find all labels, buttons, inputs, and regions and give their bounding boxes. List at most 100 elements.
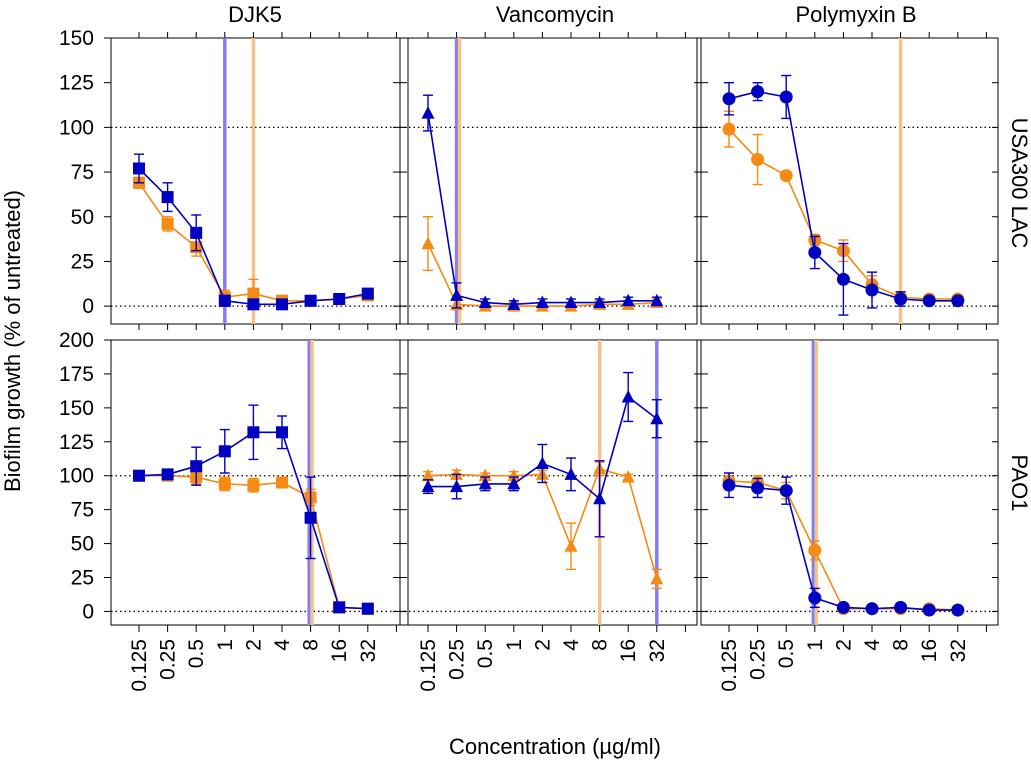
data-point-blue <box>507 297 521 310</box>
x-tick-label: 32 <box>357 639 380 662</box>
data-point-blue <box>133 162 145 175</box>
data-point-blue <box>190 460 203 473</box>
x-tick-label: 0.125 <box>718 639 741 692</box>
y-tick-label: 125 <box>59 431 94 454</box>
x-tick-label: 1 <box>804 639 827 651</box>
data-point-blue <box>779 484 793 498</box>
series-panel-djk5-usa300 <box>133 38 374 324</box>
data-point-orange <box>779 169 793 183</box>
data-point-orange <box>247 479 260 492</box>
column-title-djk5: DJK5 <box>228 2 282 27</box>
data-point-blue <box>865 602 879 616</box>
series-blue <box>722 74 965 316</box>
x-tick-label: 1 <box>503 639 526 651</box>
x-tick-label: 4 <box>560 639 583 651</box>
data-point-orange <box>450 467 464 480</box>
data-point-blue <box>333 601 346 614</box>
series-panel-polymyxin-b-pao1 <box>722 340 965 625</box>
panel-frame <box>399 37 698 325</box>
series-blue <box>421 371 664 538</box>
series-blue <box>133 404 374 615</box>
data-point-blue <box>779 90 793 104</box>
data-point-blue <box>650 411 664 425</box>
data-point-blue <box>621 293 635 307</box>
data-point-blue <box>333 292 346 305</box>
y-tick-label: 50 <box>71 206 94 229</box>
data-point-blue <box>922 603 936 617</box>
data-point-orange <box>507 468 521 482</box>
x-tick-label: 2 <box>242 639 265 651</box>
data-point-blue <box>276 426 288 439</box>
plot-layer: 0 25 50 75 100 125 150 0 25 50 75 100 125 150 175 200 0.… <box>59 27 999 692</box>
series-panel-vancomycin-usa300 <box>421 38 664 324</box>
data-point-blue <box>836 600 850 614</box>
data-point-blue <box>865 283 879 297</box>
x-tick-label: 16 <box>617 639 640 662</box>
row-title-usa300-lac: USA300 LAC <box>1007 118 1031 249</box>
data-point-orange <box>218 477 231 490</box>
data-point-blue <box>621 390 635 403</box>
data-point-blue <box>593 491 607 505</box>
data-point-blue <box>650 293 664 307</box>
x-tick-label: 8 <box>300 639 323 651</box>
data-point-blue <box>951 603 965 617</box>
x-tick-label: 0.25 <box>157 639 180 680</box>
data-point-orange <box>478 468 492 482</box>
data-point-orange <box>621 470 635 483</box>
y-tick-label: 25 <box>71 250 94 273</box>
data-point-blue <box>922 294 936 308</box>
y-tick-label: 100 <box>59 116 94 139</box>
panel-frame <box>110 339 409 626</box>
data-point-blue <box>951 294 965 308</box>
row-title-pao1: PAO1 <box>1007 454 1031 511</box>
x-tick-label: 0.25 <box>747 639 770 680</box>
data-point-blue <box>361 602 374 615</box>
x-tick-label: 16 <box>328 639 351 662</box>
x-tick-label: 4 <box>861 639 884 651</box>
data-point-blue <box>478 295 492 309</box>
y-tick-label: 75 <box>71 161 94 184</box>
panel-r1-c1 <box>393 339 698 632</box>
data-point-blue <box>564 295 578 309</box>
x-tick-label: 0.25 <box>446 639 469 680</box>
data-point-orange <box>161 217 174 230</box>
data-point-blue <box>507 476 521 490</box>
panel-r1-c2 <box>694 339 999 632</box>
series-orange <box>722 472 965 617</box>
data-point-blue <box>894 600 908 614</box>
data-point-blue <box>808 246 822 259</box>
column-title-polymyxin-b: Polymyxin B <box>795 2 916 27</box>
data-point-blue <box>133 469 145 482</box>
series-blue <box>133 153 374 311</box>
data-point-blue <box>304 294 317 307</box>
data-point-orange <box>650 571 664 585</box>
panel-frame <box>700 339 999 626</box>
data-point-blue <box>304 511 317 524</box>
data-point-blue <box>218 445 231 458</box>
data-point-orange <box>276 476 288 489</box>
panel-r0-c2 <box>694 32 999 330</box>
data-point-orange <box>564 539 578 552</box>
data-point-blue <box>836 272 850 286</box>
x-tick-label: 2 <box>832 639 855 651</box>
series-panel-polymyxin-b-usa300 <box>722 38 965 324</box>
data-point-blue <box>450 479 464 493</box>
x-tick-label: 0.5 <box>775 639 798 668</box>
data-point-blue <box>247 298 260 311</box>
panel-frame <box>700 37 999 325</box>
y-tick-label: 200 <box>59 329 94 352</box>
panel-frame <box>399 339 698 626</box>
y-tick-label: 175 <box>59 363 94 386</box>
column-title-vancomycin: Vancomycin <box>496 2 614 27</box>
y-tick-label: 75 <box>71 499 94 522</box>
x-tick-label: 32 <box>646 639 669 662</box>
data-point-blue <box>450 288 464 301</box>
x-axis-title: Concentration (µg/ml) <box>449 734 661 759</box>
x-tick-label: 8 <box>589 639 612 651</box>
x-tick-label: 16 <box>918 639 941 662</box>
y-tick-label: 150 <box>59 27 94 50</box>
y-tick-label: 100 <box>59 465 94 488</box>
data-point-blue <box>161 191 174 204</box>
panel-r0-c0 <box>104 32 409 330</box>
